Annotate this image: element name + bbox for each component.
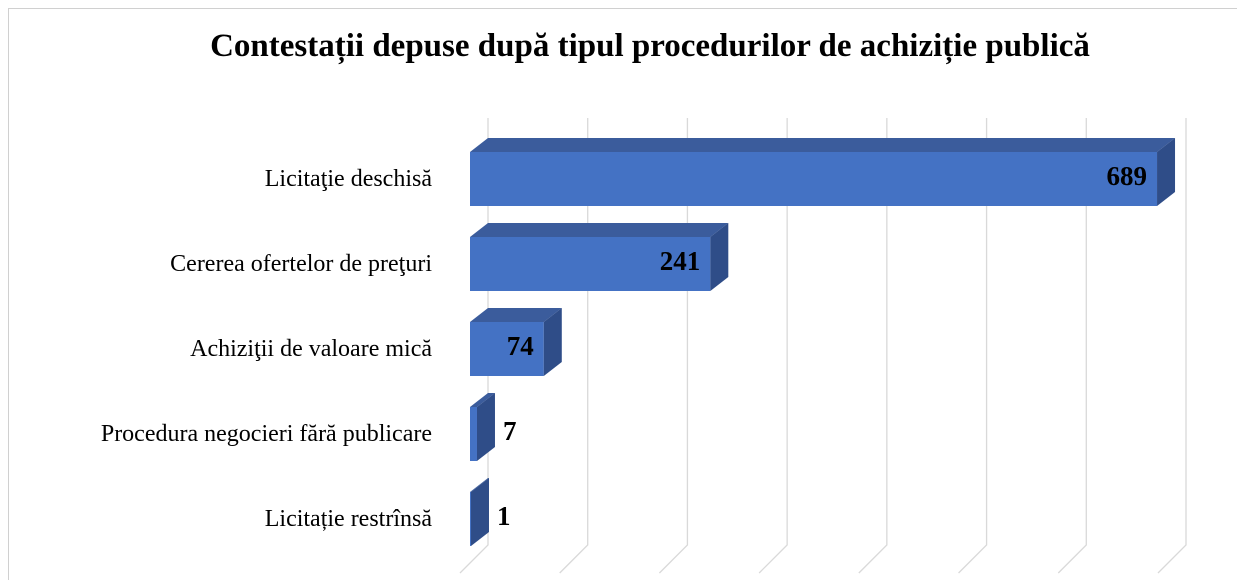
category-text: Licitaţie deschisă [264, 166, 432, 192]
grid-line [1157, 118, 1187, 574]
category-label: Licitaţie deschisă [12, 164, 432, 194]
data-label: 74 [507, 331, 534, 361]
category-label: Procedura negocieri fără publicare [12, 419, 432, 449]
bar [470, 492, 471, 546]
bar-side [543, 308, 562, 376]
category-text: Procedura negocieri fără publicare [100, 421, 432, 447]
chart-frame [8, 8, 1237, 580]
bar-side [476, 393, 495, 461]
chart-title: Contestații depuse după tipul proceduril… [210, 28, 1090, 64]
data-label: 7 [503, 416, 516, 446]
category-label: Achiziţii de valoare mică [12, 334, 432, 364]
bar-side [470, 478, 489, 546]
data-label: 1 [497, 501, 511, 531]
grid-line [758, 118, 788, 574]
bar-top [470, 138, 1176, 152]
category-text: Licitație restrînsă [264, 506, 432, 532]
category-text: Cererea ofertelor de preţuri [170, 251, 432, 277]
bar-top [470, 308, 562, 322]
bar [470, 407, 477, 461]
bar-top [470, 393, 495, 407]
bar-top [470, 478, 489, 492]
bar [470, 322, 544, 376]
category-label: Cererea ofertelor de preţuri [12, 249, 432, 279]
data-label: 241 [660, 246, 701, 276]
bar [470, 237, 711, 291]
bar [470, 152, 1158, 206]
bar-side [710, 223, 729, 291]
data-label: 689 [1107, 161, 1148, 191]
bar-side [1157, 138, 1176, 206]
category-label: Licitație restrînsă [12, 504, 432, 534]
category-text: Achiziţii de valoare mică [190, 336, 432, 362]
grid-line [958, 118, 988, 574]
grid-line [858, 118, 888, 574]
bar-top [470, 223, 729, 237]
grid-line [1057, 118, 1087, 574]
